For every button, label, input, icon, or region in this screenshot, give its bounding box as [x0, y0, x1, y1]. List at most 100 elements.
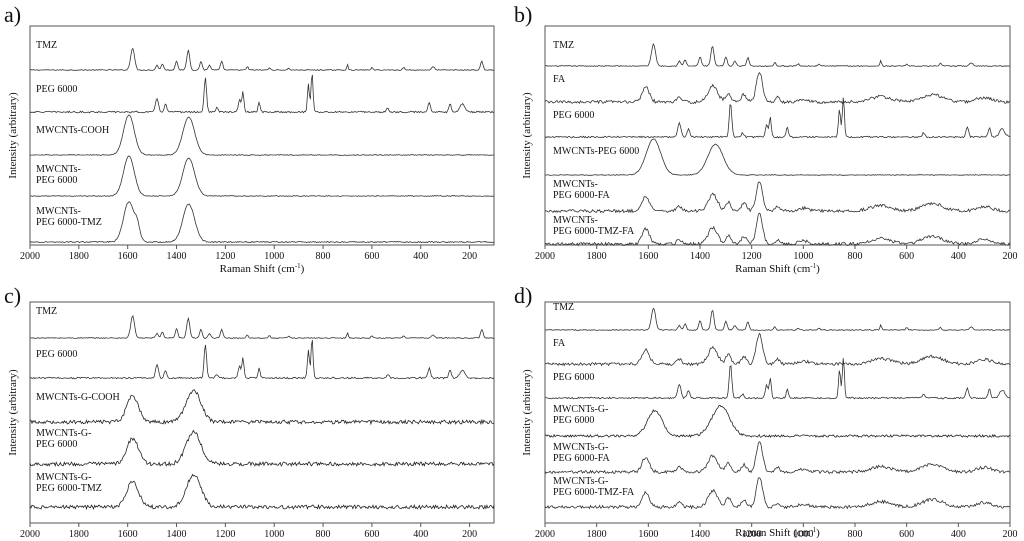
x-tick-label: 800 [848, 251, 863, 262]
series-label: PEG 6000 [36, 175, 77, 186]
plot-frame [544, 301, 1011, 524]
series-line [544, 181, 1011, 214]
x-tick-label: 1800 [587, 529, 607, 540]
series-line [29, 314, 495, 339]
x-tick-label: 1800 [69, 251, 89, 262]
panel-letter: d) [514, 283, 532, 308]
x-tick-label: 1400 [167, 529, 187, 540]
x-tick-label: 1400 [690, 529, 710, 540]
plot-frame [29, 25, 495, 246]
x-tick-label: 2000 [535, 251, 555, 262]
x-tick-label: 800 [848, 529, 863, 540]
series-line [544, 97, 1011, 139]
series-line [29, 473, 495, 511]
series-label: MWCNTs- [36, 164, 81, 175]
panel-1: b) 2000 1800 1600 1400 1200 1000 800 600 400 200 Ra… [514, 2, 1018, 275]
series-label: MWCNTs-G- [553, 442, 608, 453]
x-tick-label: 800 [316, 251, 331, 262]
x-tick-label: 1200 [215, 251, 235, 262]
x-tick-label: 400 [951, 251, 966, 262]
series-label: MWCNTs-G- [36, 428, 91, 439]
x-tick-label: 1000 [793, 529, 813, 540]
x-tick-label: 200 [462, 529, 477, 540]
panel-2: c) 2000 1800 1600 1400 1200 1000 800 600 400 200 In… [4, 283, 495, 540]
x-tick-label: 600 [899, 251, 914, 262]
series-label: PEG 6000-FA [553, 453, 611, 464]
panel-letter: c) [4, 283, 21, 308]
x-tick-label: 1800 [69, 529, 89, 540]
series-line [29, 47, 495, 71]
series-label: PEG 6000 [36, 349, 77, 360]
series-line [30, 201, 495, 244]
x-tick-label: 1600 [118, 529, 138, 540]
series-label: MWCNTs-PEG 6000 [553, 146, 639, 157]
x-tick-label: 1600 [118, 251, 138, 262]
series-label: FA [553, 338, 566, 349]
series-label: MWCNTs- [553, 179, 598, 190]
y-axis-title: Intensity (arbitrary) [521, 369, 533, 456]
series-label: PEG 6000-TMZ [36, 483, 102, 494]
x-tick-label: 1000 [793, 251, 813, 262]
y-axis-title: Intensity (arbitrary) [7, 92, 19, 179]
series-line [545, 358, 1011, 400]
x-tick-label: 400 [413, 251, 428, 262]
x-tick-label: 2000 [20, 251, 40, 262]
series-line [544, 42, 1011, 67]
series-line [29, 389, 495, 426]
panel-letter: a) [4, 2, 21, 27]
series-label: MWCNTs-G- [553, 404, 608, 415]
x-axis-title: Raman Shift (cm-1) [220, 262, 305, 275]
x-tick-label: 2000 [535, 529, 555, 540]
series-label: PEG 6000 [553, 110, 594, 121]
y-axis-title: Intensity (arbitrary) [7, 369, 19, 456]
x-tick-label: 1200 [742, 529, 762, 540]
y-axis-title: Intensity (arbitrary) [521, 92, 533, 179]
x-tick-label: 200 [462, 251, 477, 262]
series-line [544, 404, 1011, 439]
series-label: PEG 6000 [553, 415, 594, 426]
series-label: PEG 6000 [36, 439, 77, 450]
series-line [544, 71, 1011, 105]
x-tick-label: 600 [364, 251, 379, 262]
series-label: PEG 6000-FA [553, 190, 611, 201]
x-tick-label: 200 [1003, 251, 1018, 262]
series-label: TMZ [36, 40, 57, 51]
x-tick-label: 800 [316, 529, 331, 540]
series-label: MWCNTs-G- [36, 472, 91, 483]
series-label: PEG 6000 [36, 84, 77, 95]
x-axis-title: Raman Shift (cm-1) [735, 262, 820, 275]
series-line [544, 138, 1011, 176]
series-label: FA [553, 74, 566, 85]
panel-3: d) 2000 1800 1600 1400 1200 1000 800 600 400 200 Ra… [514, 283, 1018, 540]
series-label: MWCNTs-COOH [36, 125, 109, 136]
series-label: MWCNTs- [36, 206, 81, 217]
x-tick-label: 600 [899, 529, 914, 540]
series-line [544, 477, 1010, 510]
x-tick-label: 1600 [638, 251, 658, 262]
x-tick-label: 1200 [742, 251, 762, 262]
plot-frame [29, 301, 495, 524]
series-label: TMZ [36, 306, 57, 317]
x-tick-label: 1400 [167, 251, 187, 262]
series-label: PEG 6000-TMZ-FA [553, 226, 635, 237]
series-line [544, 441, 1011, 475]
series-line [29, 74, 494, 114]
series-line [544, 307, 1011, 331]
x-tick-label: 600 [364, 529, 379, 540]
panel-0: a) 2000 1800 1600 1400 1200 1000 800 600 400 200 Ra… [4, 2, 495, 275]
series-line [29, 429, 495, 468]
series-line [544, 212, 1011, 247]
x-tick-label: 400 [413, 529, 428, 540]
panel-letter: b) [514, 2, 532, 27]
series-line [544, 332, 1011, 367]
series-label: PEG 6000-TMZ [36, 217, 102, 228]
series-label: TMZ [553, 302, 574, 313]
series-line [29, 155, 495, 197]
x-tick-label: 2000 [20, 529, 40, 540]
x-axis-title: Raman Shift (cm-1) [735, 526, 820, 539]
x-tick-label: 400 [951, 529, 966, 540]
x-tick-label: 1200 [215, 529, 235, 540]
series-line [29, 114, 495, 156]
x-tick-label: 1400 [690, 251, 710, 262]
